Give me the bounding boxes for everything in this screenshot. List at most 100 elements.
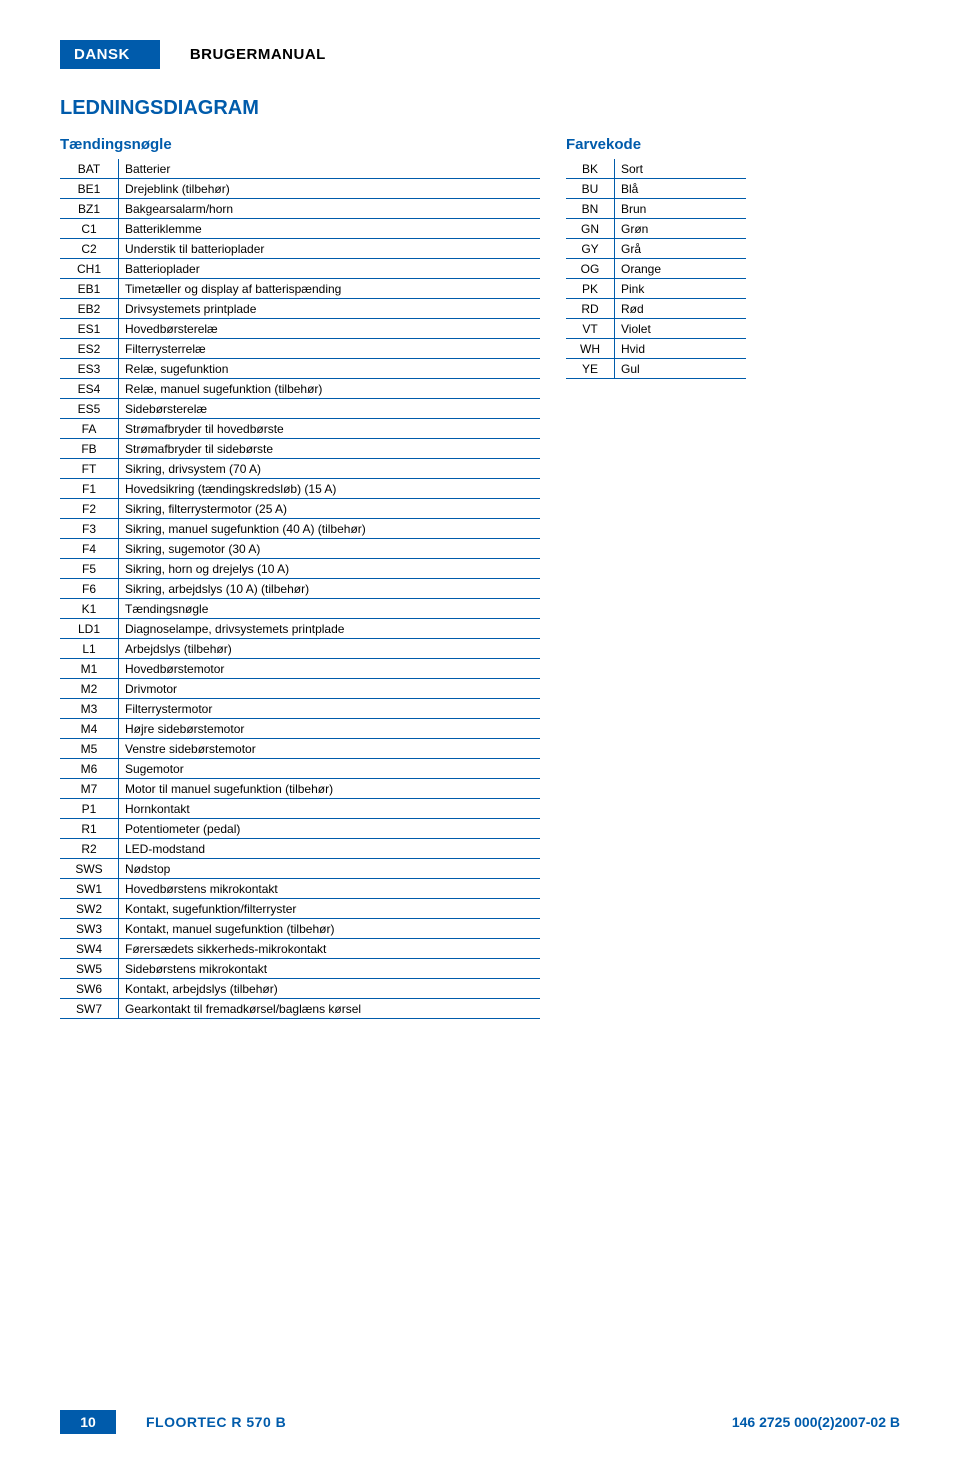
color-code-table: BKSortBUBlåBNBrunGNGrønGYGråOGOrangePKPi… [566,159,746,379]
code-cell: BE1 [60,179,119,199]
code-cell: M1 [60,659,119,679]
label-cell: Diagnoselampe, drivsystemets printplade [119,619,541,639]
code-cell: FA [60,419,119,439]
label-cell: Grå [615,239,747,259]
label-cell: LED-modstand [119,839,541,859]
label-cell: Grøn [615,219,747,239]
code-cell: BU [566,179,615,199]
table-row: SWSNødstop [60,859,540,879]
ignition-key-column: Tændingsnøgle BATBatterierBE1Drejeblink … [60,136,540,1019]
code-cell: K1 [60,599,119,619]
code-cell: L1 [60,639,119,659]
code-cell: BZ1 [60,199,119,219]
table-row: ES2Filterrysterrelæ [60,339,540,359]
label-cell: Gul [615,359,747,379]
label-cell: Sidebørstens mikrokontakt [119,959,541,979]
table-row: SW5Sidebørstens mikrokontakt [60,959,540,979]
page: DANSK BRUGERMANUAL LEDNINGSDIAGRAM Tændi… [0,0,960,1464]
label-cell: Relæ, manuel sugefunktion (tilbehør) [119,379,541,399]
table-row: ES3Relæ, sugefunktion [60,359,540,379]
code-cell: C2 [60,239,119,259]
code-cell: VT [566,319,615,339]
content-row: Tændingsnøgle BATBatterierBE1Drejeblink … [60,136,900,1019]
code-cell: F3 [60,519,119,539]
table-row: F3Sikring, manuel sugefunktion (40 A) (t… [60,519,540,539]
label-cell: Understik til batterioplader [119,239,541,259]
color-code-title: Farvekode [566,136,746,153]
code-cell: GY [566,239,615,259]
code-cell: F5 [60,559,119,579]
code-cell: PK [566,279,615,299]
table-row: F5Sikring, horn og drejelys (10 A) [60,559,540,579]
label-cell: Hvid [615,339,747,359]
label-cell: Nødstop [119,859,541,879]
ignition-key-table: BATBatterierBE1Drejeblink (tilbehør)BZ1B… [60,159,540,1019]
footer-page-number: 10 [60,1410,116,1434]
label-cell: Blå [615,179,747,199]
code-cell: M2 [60,679,119,699]
table-row: GNGrøn [566,219,746,239]
code-cell: ES4 [60,379,119,399]
table-row: FTSikring, drivsystem (70 A) [60,459,540,479]
label-cell: Strømafbryder til hovedbørste [119,419,541,439]
label-cell: Venstre sidebørstemotor [119,739,541,759]
label-cell: Hovedbørstens mikrokontakt [119,879,541,899]
label-cell: Hovedbørstemotor [119,659,541,679]
label-cell: Kontakt, sugefunktion/filterryster [119,899,541,919]
label-cell: Sikring, filterrystermotor (25 A) [119,499,541,519]
code-cell: ES5 [60,399,119,419]
code-cell: EB2 [60,299,119,319]
code-cell: CH1 [60,259,119,279]
label-cell: Brun [615,199,747,219]
table-row: L1Arbejdslys (tilbehør) [60,639,540,659]
label-cell: Sikring, sugemotor (30 A) [119,539,541,559]
label-cell: Kontakt, manuel sugefunktion (tilbehør) [119,919,541,939]
table-row: BKSort [566,159,746,179]
code-cell: F1 [60,479,119,499]
table-row: SW6Kontakt, arbejdslys (tilbehør) [60,979,540,999]
table-row: YEGul [566,359,746,379]
table-row: M7Motor til manuel sugefunktion (tilbehø… [60,779,540,799]
label-cell: Filterrystermotor [119,699,541,719]
table-row: F1Hovedsikring (tændingskredsløb) (15 A) [60,479,540,499]
section-title: LEDNINGSDIAGRAM [60,97,900,120]
table-row: EB1Timetæller og display af batterispænd… [60,279,540,299]
label-cell: Violet [615,319,747,339]
table-row: VTViolet [566,319,746,339]
table-row: BUBlå [566,179,746,199]
label-cell: Hovedsikring (tændingskredsløb) (15 A) [119,479,541,499]
code-cell: SW4 [60,939,119,959]
label-cell: Batterier [119,159,541,179]
code-cell: F6 [60,579,119,599]
label-cell: Gearkontakt til fremadkørsel/baglæns kør… [119,999,541,1019]
table-row: FBStrømafbryder til sidebørste [60,439,540,459]
code-cell: BAT [60,159,119,179]
footer-document-code: 146 2725 000(2)2007-02 B [732,1414,900,1430]
code-cell: P1 [60,799,119,819]
code-cell: SWS [60,859,119,879]
code-cell: M7 [60,779,119,799]
table-row: M5Venstre sidebørstemotor [60,739,540,759]
table-row: BE1Drejeblink (tilbehør) [60,179,540,199]
table-row: BNBrun [566,199,746,219]
code-cell: FT [60,459,119,479]
code-cell: RD [566,299,615,319]
dansk-badge: DANSK [60,40,160,69]
code-cell: ES3 [60,359,119,379]
code-cell: C1 [60,219,119,239]
label-cell: Potentiometer (pedal) [119,819,541,839]
table-row: ES4Relæ, manuel sugefunktion (tilbehør) [60,379,540,399]
label-cell: Drejeblink (tilbehør) [119,179,541,199]
table-row: LD1Diagnoselampe, drivsystemets printpla… [60,619,540,639]
table-row: F6Sikring, arbejdslys (10 A) (tilbehør) [60,579,540,599]
table-row: ES5Sidebørsterelæ [60,399,540,419]
label-cell: Batterioplader [119,259,541,279]
label-cell: Sikring, drivsystem (70 A) [119,459,541,479]
table-row: M4Højre sidebørstemotor [60,719,540,739]
label-cell: Strømafbryder til sidebørste [119,439,541,459]
table-row: RDRød [566,299,746,319]
table-row: SW4Førersædets sikkerheds-mikrokontakt [60,939,540,959]
code-cell: BN [566,199,615,219]
label-cell: Højre sidebørstemotor [119,719,541,739]
table-row: R2LED-modstand [60,839,540,859]
